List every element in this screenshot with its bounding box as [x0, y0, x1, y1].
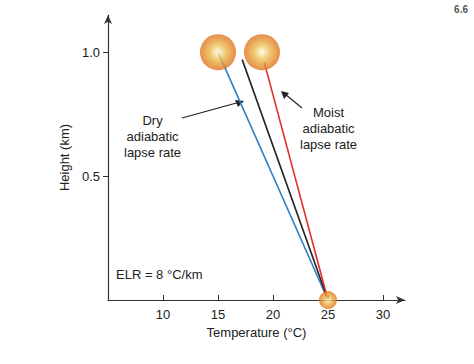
svg-text:10: 10	[156, 307, 170, 322]
svg-text:Dry: Dry	[142, 113, 163, 128]
svg-text:0.5: 0.5	[82, 169, 100, 184]
svg-text:Temperature (°C): Temperature (°C)	[207, 325, 307, 340]
svg-text:6.6: 6.6	[454, 4, 468, 15]
svg-text:1.0: 1.0	[82, 45, 100, 60]
svg-text:adiabatic: adiabatic	[303, 121, 356, 136]
svg-text:15: 15	[211, 307, 225, 322]
svg-text:ELR = 8 °C/km: ELR = 8 °C/km	[116, 267, 202, 282]
svg-text:Height (km): Height (km)	[57, 124, 72, 191]
svg-text:lapse rate: lapse rate	[124, 145, 181, 160]
svg-text:20: 20	[266, 307, 280, 322]
svg-text:30: 30	[376, 307, 390, 322]
svg-text:adiabatic: adiabatic	[127, 129, 180, 144]
svg-text:Moist: Moist	[313, 105, 344, 120]
svg-text:25: 25	[321, 307, 335, 322]
svg-text:lapse rate: lapse rate	[300, 137, 357, 152]
